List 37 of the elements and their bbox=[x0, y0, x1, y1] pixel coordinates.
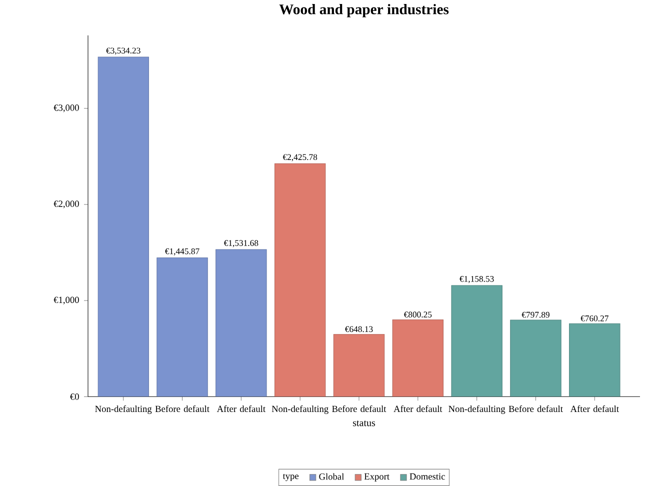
legend-label: Global bbox=[319, 473, 344, 480]
data-label: €760.27 bbox=[580, 315, 608, 322]
x-tick-label: Non-defaulting bbox=[272, 405, 328, 414]
bar bbox=[156, 257, 208, 397]
legend-label: Export bbox=[364, 473, 390, 482]
y-tick-label: €1,000 bbox=[54, 296, 79, 304]
data-label: €1,158.53 bbox=[460, 276, 494, 284]
bar bbox=[392, 319, 444, 397]
legend-title: type bbox=[282, 474, 299, 482]
x-tick-label: After default bbox=[570, 405, 619, 412]
bar bbox=[451, 285, 502, 397]
x-tick-label: Before default bbox=[332, 405, 386, 412]
bar bbox=[510, 320, 562, 397]
data-label: €648.13 bbox=[345, 326, 373, 332]
x-tick-label: Non-defaulting bbox=[448, 405, 506, 414]
x-tick-label: After default bbox=[394, 405, 442, 412]
bar bbox=[333, 334, 385, 397]
y-tick-label: €0 bbox=[70, 394, 79, 400]
data-label: €2,425.78 bbox=[282, 154, 318, 162]
x-tick-label: Non-defaulting bbox=[95, 405, 152, 414]
data-label: €3,534.23 bbox=[106, 48, 140, 55]
data-label: €1,445.87 bbox=[165, 248, 200, 256]
bar bbox=[569, 323, 620, 397]
data-label: €800.25 bbox=[404, 312, 432, 318]
x-tick-label: Before default bbox=[155, 405, 210, 412]
bar bbox=[216, 249, 267, 397]
data-label: €797.89 bbox=[522, 312, 550, 318]
x-tick-label: After default bbox=[216, 405, 266, 412]
bar bbox=[274, 163, 326, 397]
x-axis-title: status bbox=[353, 420, 376, 426]
x-tick-label: Before default bbox=[508, 405, 563, 412]
bar bbox=[98, 56, 149, 397]
y-tick-label: €2,000 bbox=[54, 200, 79, 208]
y-tick-label: €3,000 bbox=[54, 104, 79, 112]
data-label: €1,531.68 bbox=[224, 240, 258, 248]
chart-title: Wood and paper industries bbox=[279, 4, 449, 18]
legend-label: Domestic bbox=[410, 473, 445, 480]
